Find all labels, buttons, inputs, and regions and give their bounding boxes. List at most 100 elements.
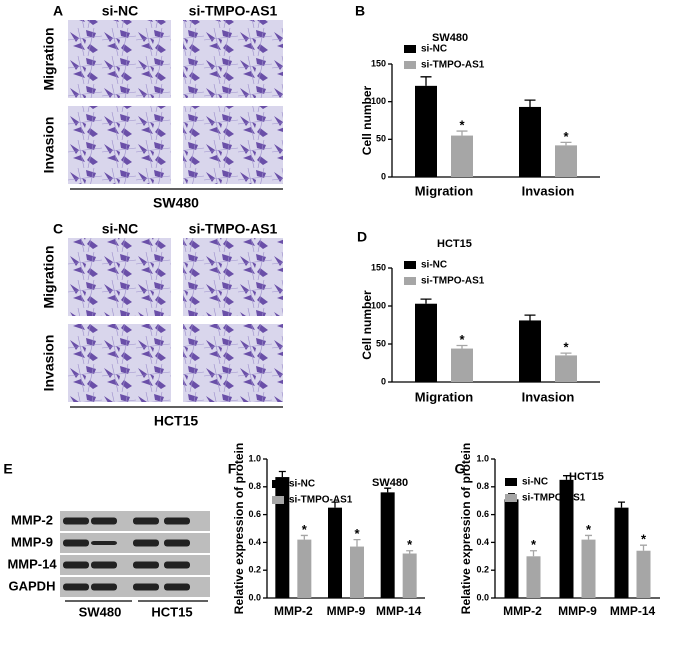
legend-swatch (272, 496, 284, 504)
error-bar (560, 141, 572, 146)
y-tick-label: 1.0 (248, 453, 261, 463)
bar (415, 85, 437, 177)
y-tick-label: 0.8 (476, 481, 489, 491)
panel-letter: B (355, 3, 365, 19)
chart-title: SW480 (372, 477, 408, 489)
group-label: HCT15 (151, 604, 192, 619)
legend-swatch (272, 480, 284, 488)
blot-band (63, 539, 89, 547)
group-label: SW480 (79, 604, 122, 619)
bar (328, 507, 342, 598)
legend-label: si-TMPO-AS1 (421, 276, 485, 287)
significance-mark: * (531, 537, 537, 552)
x-tick-label: Migration (415, 389, 474, 404)
y-tick-label: 0.0 (476, 592, 489, 602)
column-label: si-NC (102, 221, 139, 237)
blot-band (164, 517, 190, 525)
y-tick-label: 100 (371, 96, 386, 106)
error-bar (331, 501, 339, 508)
bar (451, 135, 473, 177)
bar (519, 320, 541, 382)
error-bar (618, 501, 625, 508)
blot-band (91, 583, 117, 591)
chart-title: SW480 (432, 32, 468, 44)
y-tick-label: 0 (381, 376, 386, 386)
blot-band (91, 561, 117, 569)
error-bar (353, 538, 361, 547)
legend-swatch (505, 478, 517, 486)
panel-letter: G (455, 461, 466, 477)
legend-swatch (404, 61, 416, 69)
y-tick-label: 0 (381, 171, 386, 181)
chart-title: HCT15 (437, 238, 472, 250)
legend-label: si-TMPO-AS1 (421, 60, 485, 71)
row-label: Migration (41, 28, 57, 91)
column-label: si-NC (102, 3, 139, 19)
row-label: Migration (41, 246, 57, 309)
blot-band (133, 561, 159, 569)
x-tick-label: Invasion (522, 183, 575, 198)
significance-mark: * (586, 522, 592, 537)
x-tick-label: MMP-2 (274, 604, 313, 618)
legend-swatch (505, 494, 517, 502)
blot-label: MMP-2 (11, 512, 53, 527)
bar (350, 546, 364, 598)
blot-band (91, 541, 117, 545)
x-tick-label: MMP-9 (327, 604, 366, 618)
y-tick-label: 100 (371, 300, 386, 310)
significance-mark: * (563, 340, 569, 355)
blot-label: MMP-9 (11, 534, 53, 549)
micrograph (68, 20, 171, 98)
micrograph (183, 20, 283, 98)
legend-swatch (404, 261, 416, 269)
bar (451, 348, 473, 382)
y-tick-label: 50 (376, 134, 386, 144)
blot-label: MMP-14 (7, 556, 57, 571)
bar (380, 492, 395, 598)
error-bar (640, 544, 647, 551)
micrograph (68, 106, 171, 184)
y-axis-label: Cell number (360, 290, 374, 360)
bar (297, 539, 312, 598)
significance-mark: * (563, 129, 569, 144)
error-bar (456, 344, 468, 349)
bar (555, 145, 577, 177)
y-tick-label: 1.0 (476, 453, 489, 463)
panel-letter: D (357, 229, 367, 245)
error-bar (278, 470, 286, 478)
legend-label: si-TMPO-AS1 (289, 495, 353, 506)
y-tick-label: 0.6 (248, 509, 261, 519)
blot-band (164, 561, 190, 569)
cell-line-label: HCT15 (154, 413, 199, 429)
legend-label: si-NC (289, 479, 315, 490)
significance-mark: * (459, 117, 465, 132)
y-tick-label: 0.6 (476, 509, 489, 519)
y-tick-label: 0.4 (476, 537, 489, 547)
legend-label: si-NC (522, 477, 548, 488)
blot-band (133, 583, 159, 591)
blot-band (63, 561, 89, 569)
significance-mark: * (354, 526, 360, 541)
row-label: Invasion (41, 335, 57, 392)
panel-letter: E (3, 461, 12, 477)
y-tick-label: 150 (371, 262, 386, 272)
error-bar (406, 550, 414, 554)
y-axis-label: Relative expression of protein (459, 443, 473, 614)
bar (555, 355, 577, 382)
cell-line-label: SW480 (153, 195, 199, 211)
column-label: si-TMPO-AS1 (189, 221, 278, 237)
error-bar (300, 534, 308, 540)
y-tick-label: 0.0 (248, 592, 261, 602)
bar (581, 539, 596, 598)
x-tick-label: Migration (415, 183, 474, 198)
significance-mark: * (302, 522, 308, 537)
micrograph (68, 238, 171, 316)
error-bar (530, 550, 537, 557)
error-bar (585, 534, 592, 540)
blot-band (164, 539, 190, 547)
bar (614, 507, 629, 598)
bar (636, 550, 651, 598)
error-bar (560, 352, 572, 356)
panel-letter: C (53, 221, 63, 237)
